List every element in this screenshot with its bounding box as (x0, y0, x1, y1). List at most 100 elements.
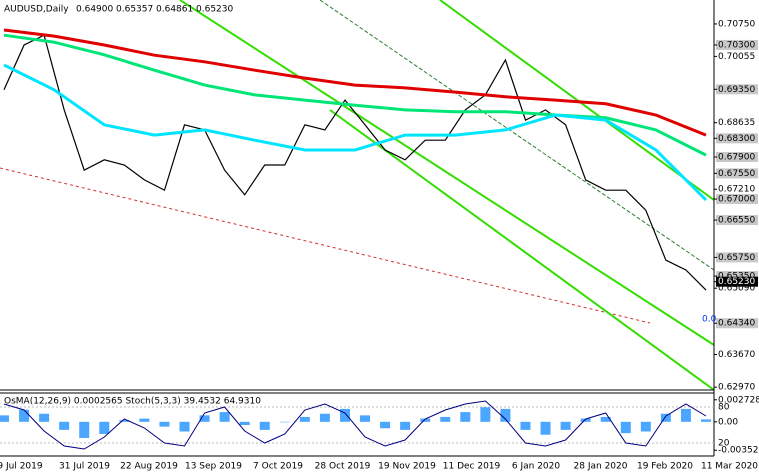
indicator-title: OsMA(12,26,9) 0.0002565 Stoch(5,3,3) 39.… (4, 397, 261, 407)
osma-bar (139, 418, 150, 422)
y-tick-label: 0.64340 (718, 319, 755, 329)
osma-bar (79, 421, 90, 438)
header-value: 0.65230 (196, 5, 233, 15)
header-value: 0.65357 (116, 5, 153, 15)
x-tick-label: 31 Jul 2019 (59, 462, 110, 472)
osma-bar (119, 420, 130, 422)
osma-bar (600, 416, 611, 422)
channel-line (179, 0, 715, 346)
x-tick-label: 6 Jan 2020 (512, 462, 560, 472)
y2-tick-label: 80 (718, 403, 730, 413)
y2-tick-label: 20 (718, 439, 730, 449)
channel-mid (319, 0, 715, 271)
osma-bar (159, 421, 170, 427)
y-tick-label: 0.67900 (718, 153, 755, 163)
annotation: 0.0 (702, 315, 717, 325)
level-box (716, 276, 758, 287)
osma-bar (380, 421, 391, 429)
y-tick-label: 0.002728 (718, 395, 759, 405)
osma-bar (0, 415, 9, 422)
channel-line (439, 0, 715, 201)
y-tick-label: 0.70055 (718, 52, 755, 62)
stoch-line (3, 400, 707, 450)
x-tick-label: 11 Dec 2019 (443, 462, 501, 472)
osma-bar (660, 413, 671, 422)
osma-bar (19, 409, 30, 422)
x-tick-label: 11 Mar 2020 (701, 462, 758, 472)
y-tick-label: 0.65090 (718, 284, 755, 294)
y-tick-label: 0.69350 (718, 85, 755, 95)
osma-bar (560, 421, 571, 430)
level-box (716, 252, 758, 263)
y-tick-label: -0.003521 (718, 446, 759, 456)
decor (0, 0, 715, 457)
header-value: 0.64861 (156, 5, 193, 15)
y-tick-label: 0.68300 (718, 134, 755, 144)
x-tick-label: 28 Oct 2019 (315, 462, 371, 472)
osma-bar (420, 418, 431, 422)
osma-bar (360, 415, 371, 422)
osma-bar (219, 412, 230, 422)
x-tick-label: 9 Jul 2019 (0, 462, 43, 472)
osma-bar (640, 421, 651, 432)
level-box (716, 152, 758, 163)
osma-bar (680, 408, 691, 422)
y-tick-label: 0.66550 (718, 216, 755, 226)
y-tick-label: 0.63670 (718, 350, 755, 360)
y-tick-label: 0.67210 (718, 185, 755, 195)
x-tick-label: 19 Nov 2019 (378, 462, 436, 472)
osma-bar (299, 416, 310, 422)
osma-bar (319, 413, 330, 422)
osma-bar (339, 408, 350, 422)
x-tick-label: 19 Feb 2020 (637, 462, 693, 472)
level-box (716, 84, 758, 95)
level-box (716, 318, 758, 329)
osma-bar (440, 416, 451, 422)
y-tick-label: 0.00 (718, 417, 738, 427)
level-box (716, 215, 758, 226)
series-line (3, 33, 707, 157)
series-line (3, 34, 707, 291)
level-box (716, 271, 758, 282)
y-tick-label: 0.62970 (718, 383, 755, 393)
level-box (716, 133, 758, 144)
osma-bar (580, 418, 591, 422)
y-tick-label: 0.67550 (718, 169, 755, 179)
level-box (716, 39, 758, 50)
y-tick-label: 0.70300 (718, 40, 755, 50)
x-tick-label: 7 Oct 2019 (253, 462, 303, 472)
osma-bar (701, 419, 711, 422)
level-box (716, 168, 758, 179)
osma-bar (620, 421, 631, 434)
y-tick-label: 0.65230 (718, 277, 755, 287)
osma-bar (540, 421, 551, 435)
osma-bar (259, 421, 270, 430)
x-tick-label: 13 Sep 2019 (185, 462, 242, 472)
y-tick-label: 0.70750 (718, 19, 755, 29)
osma-bar (39, 413, 50, 422)
y-tick-label: 0.65350 (718, 272, 755, 282)
series-line (3, 28, 707, 137)
osma-bar (279, 421, 290, 423)
y-tick-label: 0.67000 (718, 195, 755, 205)
y-tick-label: 0.68635 (718, 118, 755, 128)
channel-line (329, 109, 715, 391)
osma-bar (239, 421, 250, 426)
osma-bar (520, 421, 531, 430)
osma-bar (480, 407, 491, 422)
level-box (716, 194, 758, 205)
osma-bar (400, 421, 411, 430)
osma-bar (179, 421, 190, 432)
osma-bar (99, 421, 110, 434)
x-tick-label: 28 Jan 2020 (574, 462, 628, 472)
osma-bar (460, 412, 471, 422)
chart-title: AUDUSD,Daily (4, 5, 69, 15)
osma-bar (199, 415, 210, 422)
header-value: 0.64900 (76, 5, 113, 15)
osma-bar (59, 421, 70, 430)
y-tick-label: 0.65750 (718, 253, 755, 263)
osma-bar (500, 408, 511, 422)
x-tick-label: 22 Aug 2019 (120, 462, 178, 472)
